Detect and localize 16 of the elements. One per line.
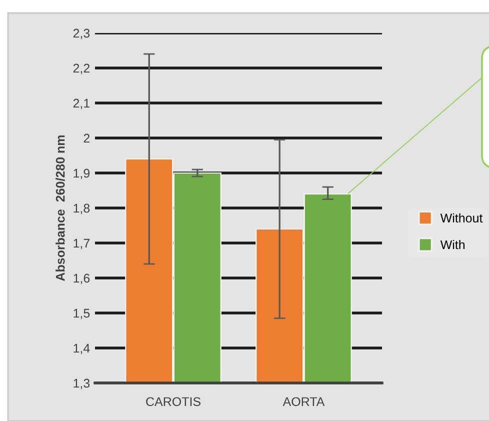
y-tick-label: 1,7 (74, 238, 90, 250)
y-tick-label: 1,9 (74, 168, 90, 180)
y-tick-label: 1,8 (74, 204, 90, 214)
x-tick-label: CAROTIS (146, 397, 200, 406)
y-tick-label: 1,4 (74, 344, 90, 354)
y-tick-label: 2,2 (73, 64, 90, 74)
y-tick-label: 2,1 (73, 98, 90, 110)
y-tick-label: 2 (84, 134, 90, 143)
y-tick-label: 2,3 (73, 28, 90, 40)
x-tick-label: AORTA (282, 397, 325, 406)
y-tick-label: 1,6 (74, 274, 90, 284)
legend-label: Without (440, 213, 483, 223)
y-tick-label: 1,5 (74, 308, 90, 320)
y-tick-label: 1,3 (74, 378, 90, 390)
legend-label: With (440, 240, 465, 250)
y-axis-title: Absorbance 260/280 nm (56, 135, 65, 281)
